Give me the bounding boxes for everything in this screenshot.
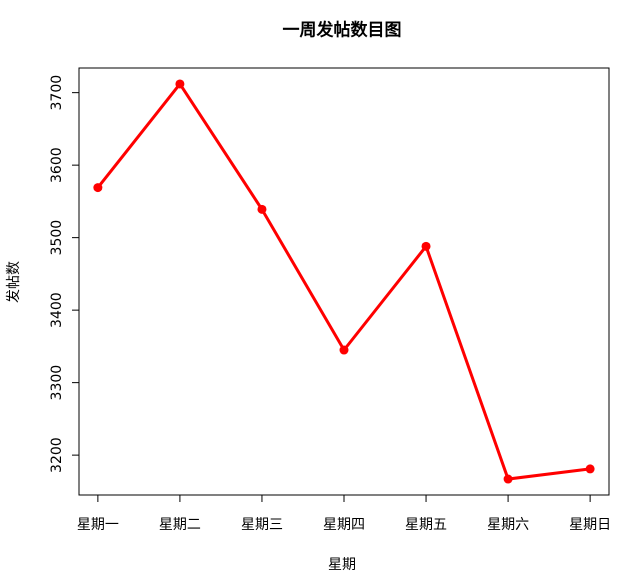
data-point — [175, 79, 185, 89]
x-tick-label: 星期三 — [241, 517, 283, 533]
plot-box — [78, 67, 610, 496]
data-point — [585, 464, 595, 474]
x-tick-label: 星期五 — [405, 517, 447, 533]
y-tick-label: 3700 — [49, 75, 65, 111]
data-line — [96, 81, 591, 481]
y-tick-label: 3200 — [49, 437, 65, 473]
y-tick-label: 3500 — [49, 220, 65, 256]
x-axis-title: 星期 — [328, 557, 356, 573]
y-axis-title: 发帖数 — [6, 261, 22, 303]
data-point — [421, 241, 431, 251]
data-point — [257, 204, 267, 214]
y-tick-label: 3600 — [49, 147, 65, 183]
x-tick-label: 星期四 — [323, 517, 365, 533]
x-tick-label: 星期六 — [487, 517, 529, 533]
data-point — [93, 183, 103, 193]
data-point — [503, 474, 513, 484]
x-tick-label: 星期二 — [159, 517, 201, 533]
x-tick-label: 星期一 — [77, 517, 119, 533]
y-tick-label: 3400 — [49, 292, 65, 328]
chart-title: 一周发帖数目图 — [283, 20, 402, 41]
x-tick-label: 星期日 — [569, 517, 611, 533]
y-tick-label: 3300 — [49, 365, 65, 401]
data-point — [339, 345, 349, 355]
